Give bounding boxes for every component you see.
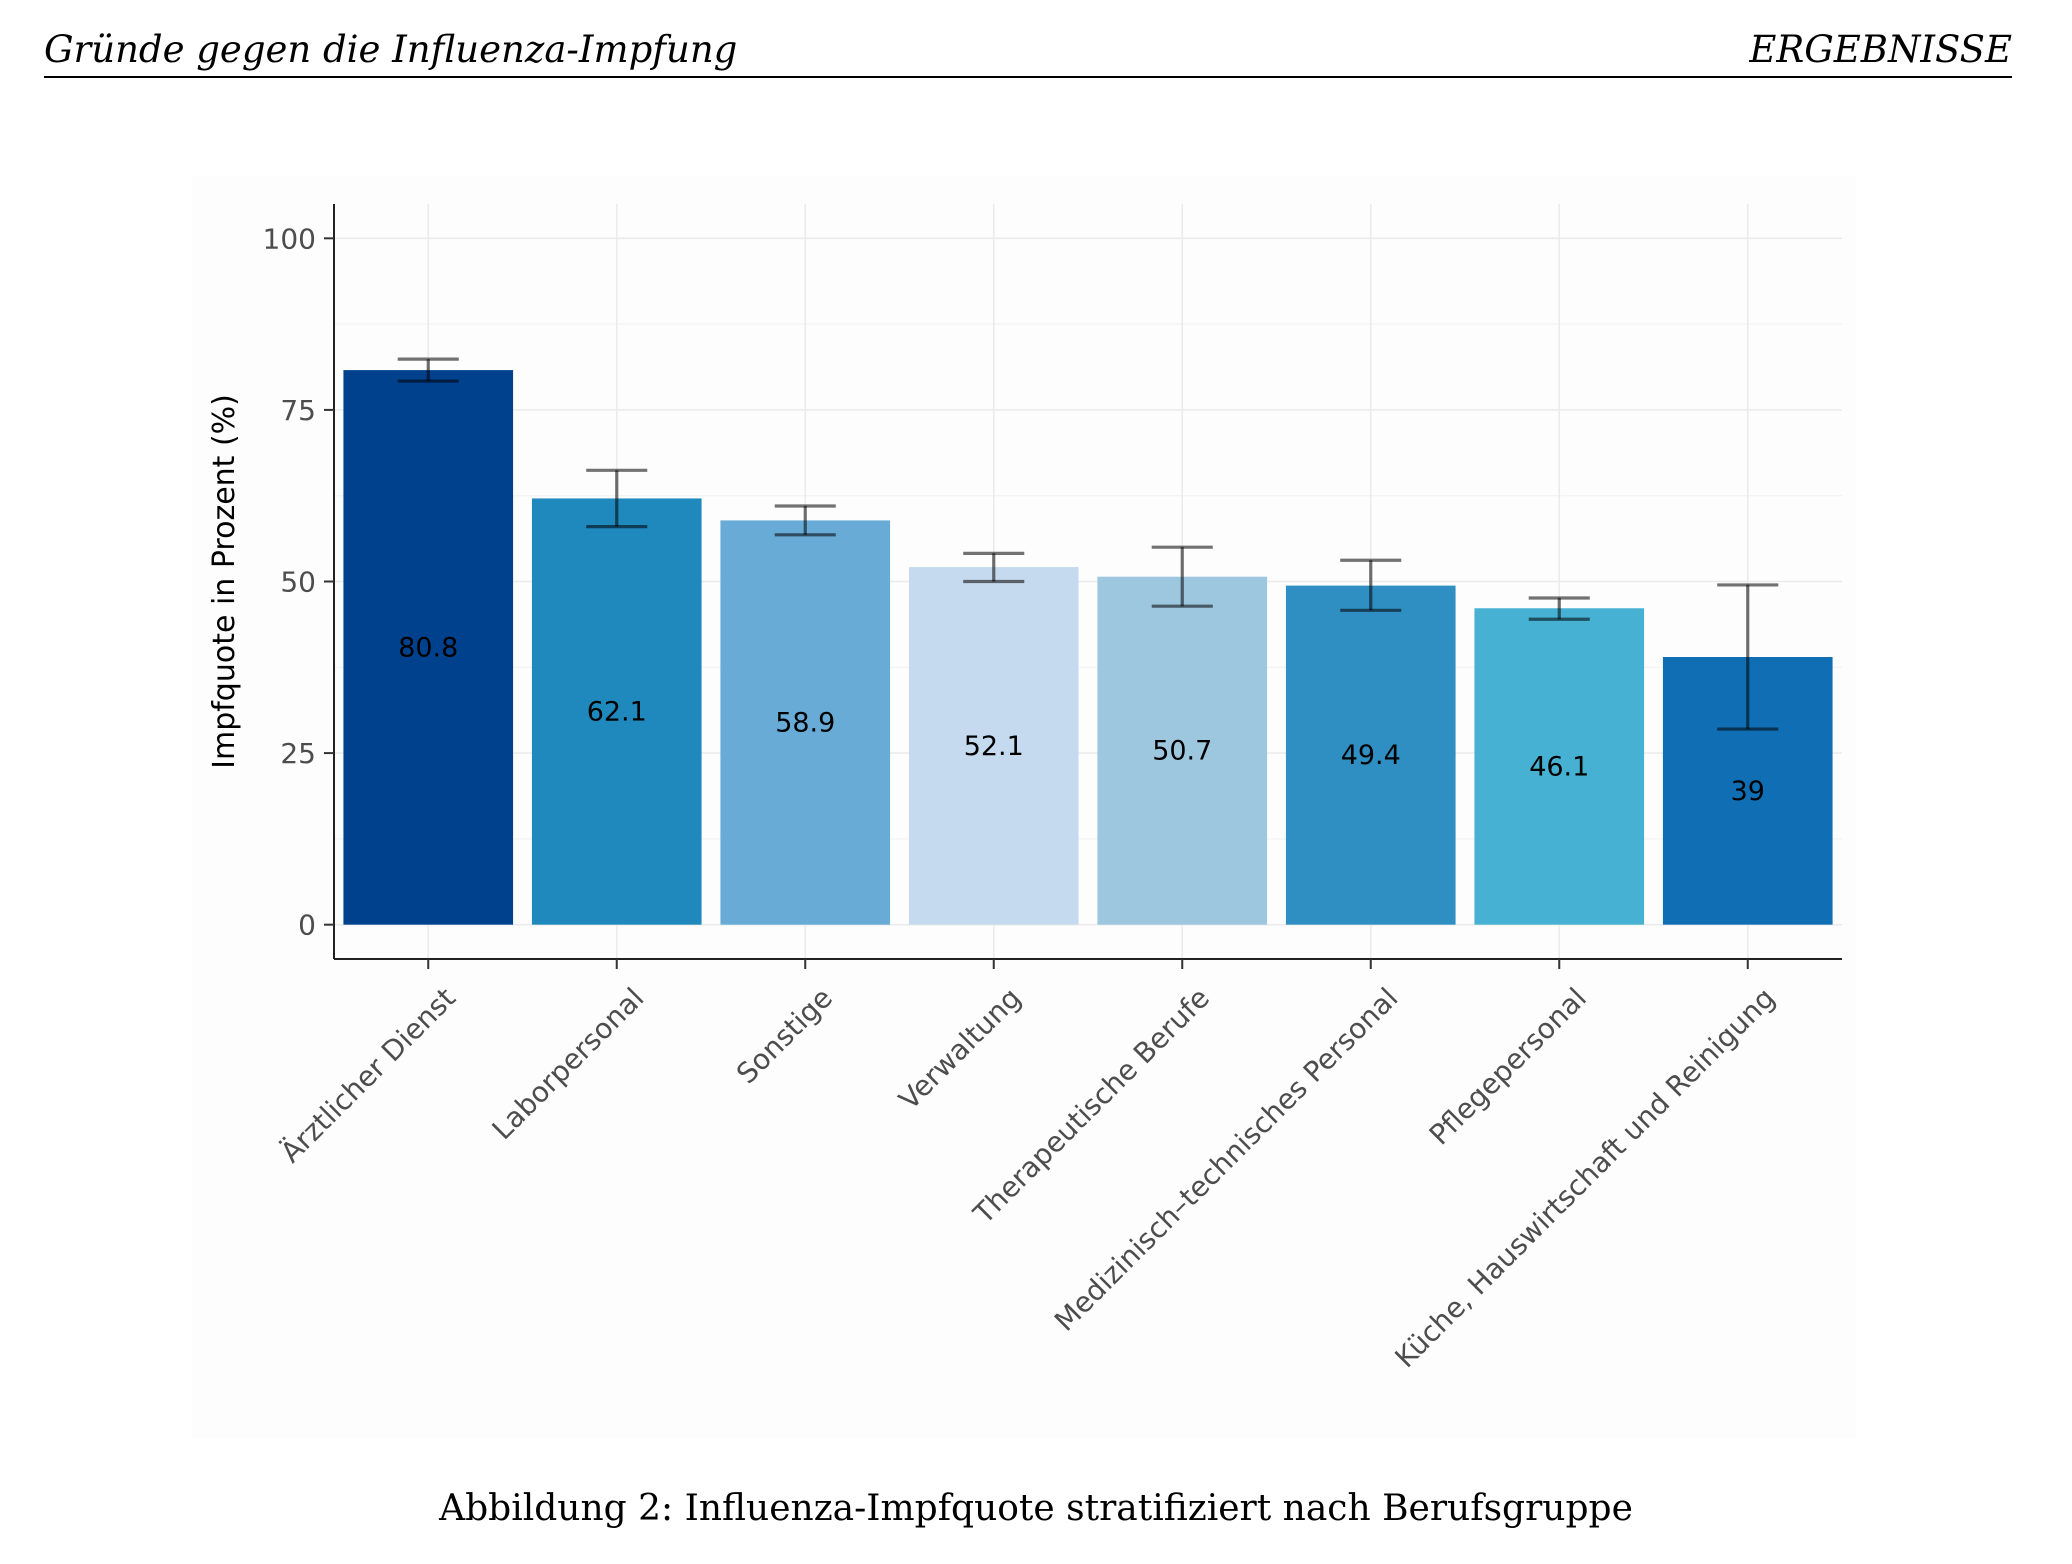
x-category-label: Ärztlicher Dienst — [274, 981, 462, 1169]
y-tick-label: 100 — [263, 222, 316, 255]
bar-value-label: 52.1 — [964, 731, 1024, 762]
x-category-label: Verwaltung — [892, 981, 1027, 1116]
bar-value-label: 50.7 — [1152, 736, 1212, 767]
x-category-label: Sonstige — [730, 981, 839, 1090]
bar — [1097, 576, 1268, 925]
bar-chart: 80.8 62.1 58.9 52.1 50.7 49.4 46.1 39 0 25 50 75 10… — [207, 204, 1842, 1374]
x-category-label: Küche, Hauswirtschaft und Reinigung — [1388, 981, 1781, 1374]
y-axis-title: Impfquote in Prozent (%) — [207, 394, 242, 769]
figure-caption: Abbildung 2: Influenza-Impfquote stratif… — [439, 1488, 1633, 1529]
x-category-label: Pflegepersonal — [1423, 981, 1593, 1151]
bar — [908, 567, 1079, 925]
bar-value-label: 58.9 — [775, 708, 835, 739]
bar — [343, 370, 514, 925]
section-title: ERGEBNISSE — [1749, 28, 2012, 71]
bar-value-label: 62.1 — [587, 697, 647, 728]
x-category-label: Medizinisch–technisches Personal — [1048, 981, 1404, 1337]
y-tick-label: 25 — [280, 737, 316, 770]
bar-value-labels: 80.8 62.1 58.9 52.1 50.7 49.4 46.1 39 — [398, 632, 1765, 806]
y-tick-label: 75 — [280, 394, 316, 427]
x-category-label: Laborpersonal — [486, 981, 651, 1146]
bar — [1474, 608, 1645, 925]
running-title: Gründe gegen die Influenza-Impfung — [44, 28, 738, 71]
bar-value-label: 46.1 — [1529, 751, 1589, 782]
y-tick-label: 0 — [298, 909, 316, 942]
bars — [343, 370, 1833, 925]
bar — [720, 520, 891, 925]
bar-value-label: 80.8 — [398, 632, 458, 663]
bar — [531, 498, 702, 925]
bar-value-label: 39 — [1731, 776, 1765, 807]
y-tick-label: 50 — [280, 566, 316, 599]
bar — [1285, 585, 1456, 925]
figure-panel: 80.8 62.1 58.9 52.1 50.7 49.4 46.1 39 0 25 50 75 10… — [192, 176, 1856, 1438]
page-header: Gründe gegen die Influenza-Impfung ERGEB… — [44, 24, 2012, 78]
error-bars — [397, 357, 1779, 731]
bar-value-label: 49.4 — [1341, 740, 1401, 771]
